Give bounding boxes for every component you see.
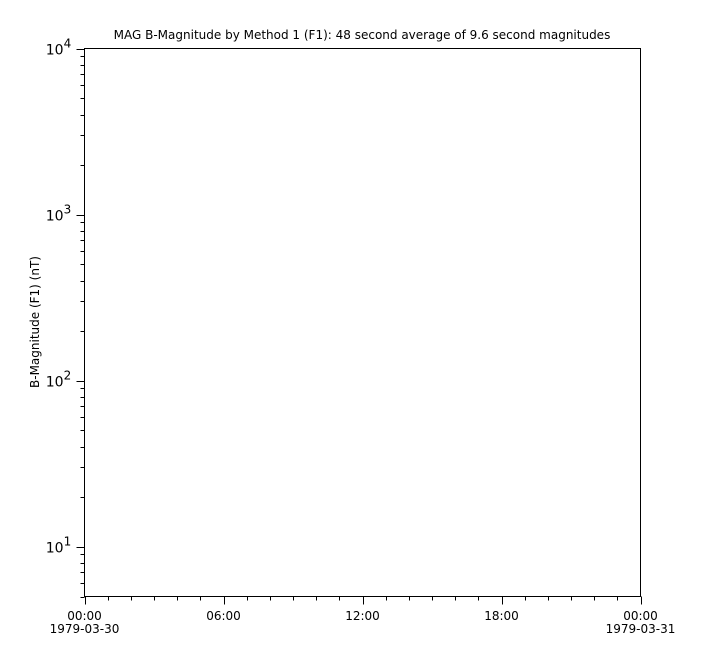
y-axis-label: B-Magnitude (F1) (nT) bbox=[28, 256, 42, 388]
x-tick-label: 12:00 bbox=[345, 609, 380, 623]
x-tick-date-label: 1979-03-30 bbox=[50, 622, 120, 636]
chart-title: MAG B-Magnitude by Method 1 (F1): 48 sec… bbox=[114, 28, 611, 42]
y-tick-label: 102 bbox=[46, 369, 71, 391]
x-tick-label: 06:00 bbox=[206, 609, 241, 623]
y-tick-label: 104 bbox=[46, 37, 71, 59]
y-tick-label: 103 bbox=[46, 203, 71, 225]
x-tick-date-label: 1979-03-31 bbox=[606, 622, 676, 636]
x-tick-label: 18:00 bbox=[484, 609, 519, 623]
y-axis: 101 102 103 104 bbox=[46, 37, 85, 598]
plot-frame bbox=[84, 48, 641, 597]
x-tick-label: 00:00 bbox=[623, 609, 658, 623]
x-tick-label: 00:00 bbox=[67, 609, 102, 623]
y-tick-label: 101 bbox=[46, 535, 71, 557]
